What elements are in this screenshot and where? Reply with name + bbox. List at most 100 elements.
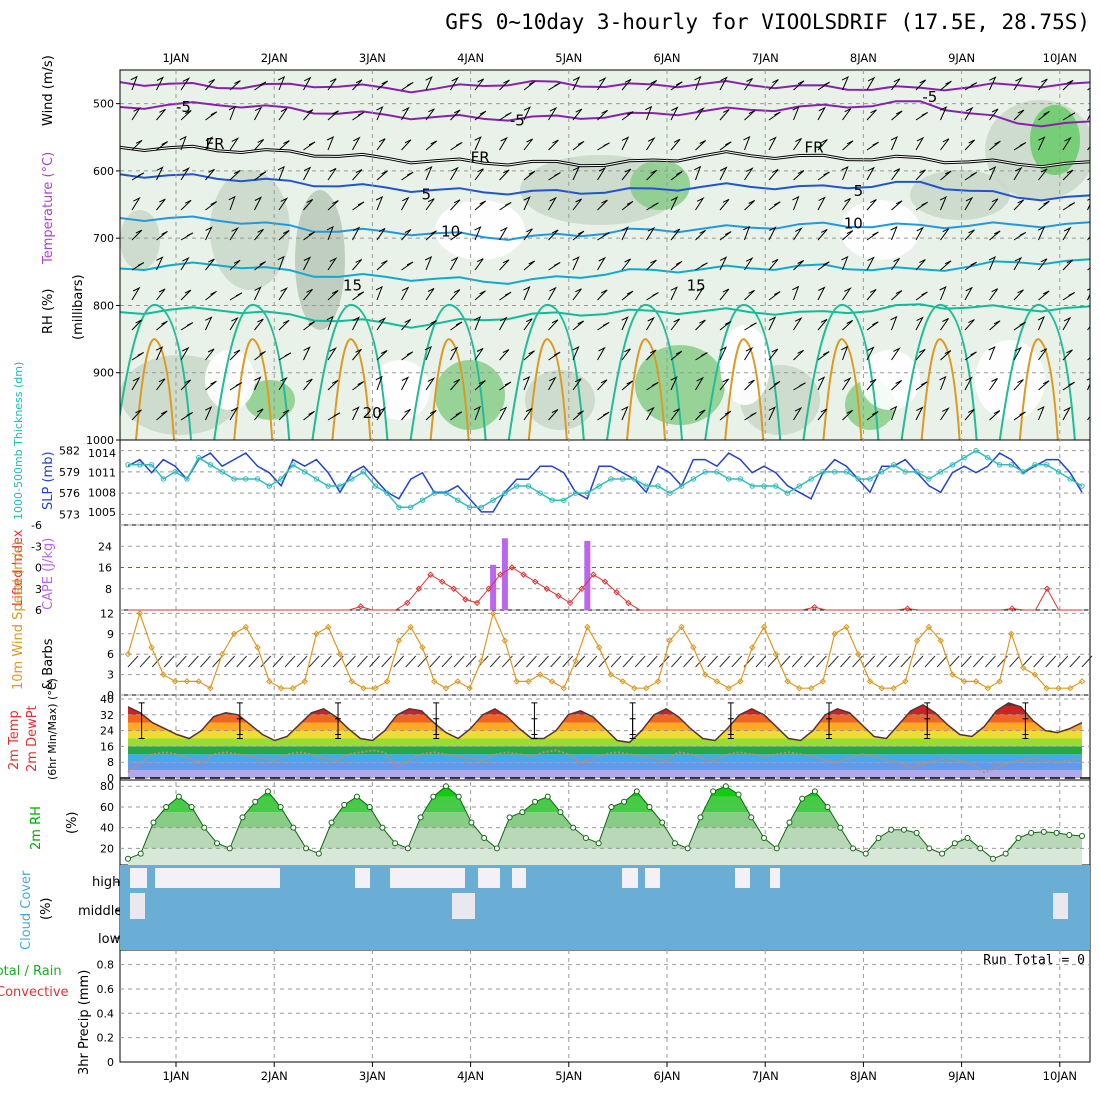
wind-barb [670, 138, 681, 151]
wind-barb [621, 380, 634, 391]
humidity-point [557, 809, 564, 816]
lifted-index-point [473, 599, 481, 607]
humidity-point [175, 793, 182, 800]
rh-shade-region [245, 380, 295, 420]
wind-barb [425, 140, 438, 151]
wind-barb [1013, 411, 1026, 421]
humidity-band [128, 796, 1082, 813]
wind-speed-point [301, 678, 308, 685]
surface-wind-barb [936, 655, 948, 668]
wind-barb [180, 77, 191, 91]
thickness-point [702, 469, 708, 475]
wind-barb [474, 110, 487, 121]
wind-barb [768, 316, 777, 331]
isotherm-20-loop [998, 303, 1076, 440]
wind-barb [670, 106, 679, 121]
thickness-point [537, 490, 543, 496]
surface-wind-barb [912, 655, 924, 668]
temperature-band [128, 738, 1082, 747]
wind-barb [523, 138, 533, 151]
humidity-point [646, 803, 653, 810]
wind-barb [572, 230, 585, 241]
wind-barb [327, 347, 338, 361]
wind-barb [695, 107, 705, 121]
wind-barb [156, 256, 164, 271]
wind-barb [1013, 321, 1026, 331]
wind-barb [1038, 78, 1048, 91]
wind-barb [1062, 259, 1074, 271]
wind-barb [327, 412, 341, 421]
thickness-point [926, 476, 932, 482]
surface-wind-barb [526, 655, 537, 668]
wind-speed-point [560, 684, 567, 692]
wind-barb [1062, 169, 1074, 181]
humidity-point [671, 840, 678, 847]
wind-barb [450, 411, 463, 421]
wind-barb [131, 319, 143, 331]
wind-speed-point [148, 644, 155, 651]
isotherm-20-loop [900, 303, 978, 440]
humidity-point [1015, 835, 1022, 842]
contour-label: FR [471, 148, 490, 166]
date-label-bottom: 6JAN [654, 1069, 681, 1083]
high-cloud-block [130, 868, 147, 888]
surface-wind-barb [550, 655, 562, 668]
wind-barb [376, 407, 387, 421]
surface-wind-barb [1081, 655, 1093, 668]
wind-barb [450, 109, 461, 121]
thickness-point [796, 483, 803, 489]
wind-barb [327, 168, 337, 181]
wind-barb [179, 135, 187, 151]
thickness-point [561, 497, 567, 503]
wind-speed-point [431, 678, 438, 685]
lifted-index-point [601, 578, 609, 585]
wind-barb [326, 135, 335, 151]
humidity-point [239, 814, 246, 821]
lifted-index-point [404, 599, 411, 607]
date-label-top: 3JAN [359, 51, 386, 65]
thickness-point [396, 504, 402, 510]
wind-barb [156, 320, 168, 331]
surface-wind-barb [888, 655, 900, 668]
wind-barb [254, 228, 264, 241]
isotherm-20-loop [409, 303, 487, 440]
wind-barb [180, 289, 192, 301]
wind-barb [695, 409, 706, 421]
wind-barb [376, 317, 387, 331]
thickness-point [254, 476, 261, 482]
isotherm-25-loop [429, 338, 470, 440]
wind-barb [621, 316, 629, 331]
wind-barb [1013, 166, 1023, 181]
surface-wind-barb [828, 655, 839, 668]
surface-wind-barb [538, 655, 549, 668]
humidity-point [1040, 828, 1047, 835]
wind-barb [375, 375, 383, 391]
wind-barb [303, 410, 315, 421]
wind-barb [425, 320, 437, 331]
date-label-bottom: 5JAN [555, 1069, 582, 1083]
wind-speed-point [678, 623, 685, 631]
wind-speed-point [383, 678, 391, 685]
wind-barb [499, 291, 512, 301]
dewpt-ylabel: 2m DewPt [25, 705, 40, 772]
date-label-top: 2JAN [261, 51, 288, 65]
thickness-point [148, 462, 155, 468]
wind-barb [548, 106, 558, 121]
wind-barb [842, 140, 854, 151]
thickness-ylabel: 1000-500mb Thickness (dm) [12, 362, 25, 520]
humidity-point [1066, 831, 1073, 838]
wind-barb [278, 108, 288, 121]
isotherm-25-loop [822, 338, 863, 440]
wind-barb [670, 408, 680, 421]
wind-barb [743, 225, 751, 241]
wind-barb [646, 406, 655, 421]
thickness-point [1032, 462, 1038, 468]
lifted-index-point [590, 571, 597, 578]
surface-wind-barb [622, 655, 634, 668]
wind-speed-point [925, 623, 933, 631]
wind-barb [940, 407, 950, 421]
surface-wind-barb [683, 655, 694, 668]
wind-barb [180, 110, 192, 121]
slp-ytick: 1008 [88, 486, 116, 499]
thickness-point [937, 469, 944, 475]
